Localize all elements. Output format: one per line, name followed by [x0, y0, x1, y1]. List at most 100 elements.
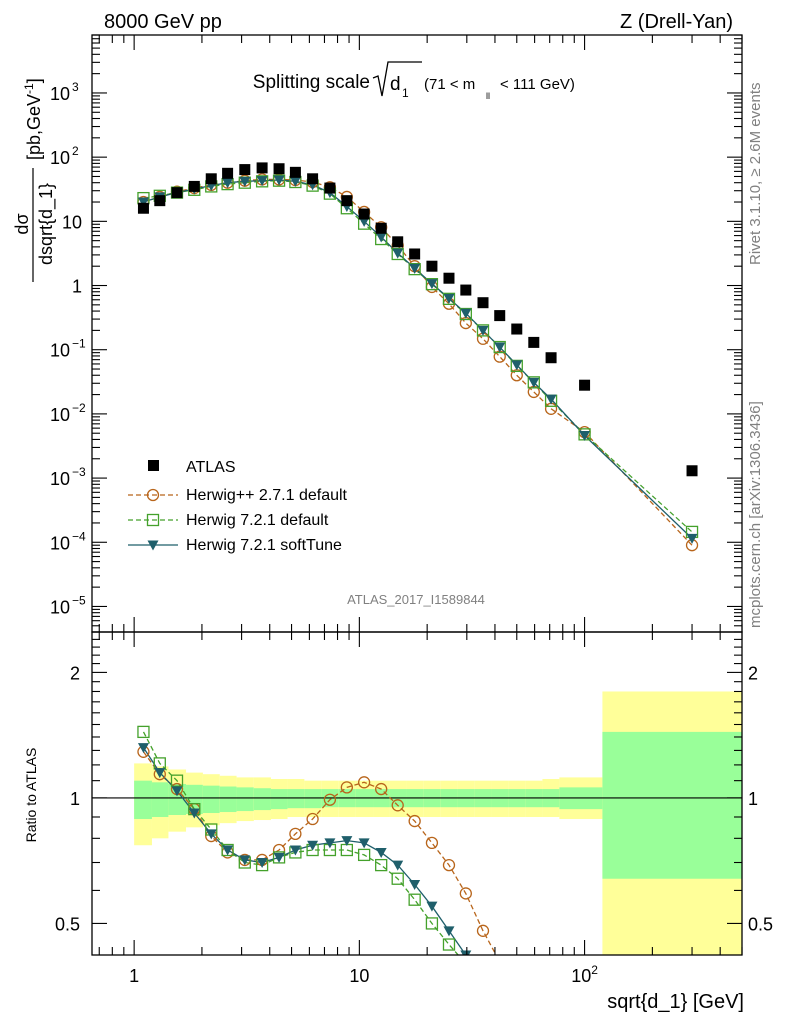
data-point-softtune [443, 926, 455, 937]
data-point-softtune [358, 838, 370, 849]
data-point-atlas [171, 187, 183, 199]
data-point-herwigpp [494, 956, 505, 967]
data-point-atlas [324, 182, 336, 194]
x-tick-label: 1 [129, 966, 139, 986]
legend-marker-herwig721 [146, 513, 160, 527]
process-label: Z (Drell-Yan) [620, 11, 733, 33]
data-point-softtune [477, 325, 489, 336]
ylabel-den: dsqrt{d_1} [36, 183, 57, 265]
y-tick-label-main: 10 [50, 148, 70, 168]
data-point-herwig721 [375, 858, 388, 872]
data-point-softtune [256, 858, 268, 869]
data-point-atlas [341, 195, 353, 207]
data-point-atlas [443, 272, 455, 284]
data-point-atlas [460, 284, 472, 296]
y-tick-label-ratio-left: 1 [70, 789, 80, 809]
legend-label-herwigpp: Herwig++ 2.7.1 default [186, 487, 348, 504]
main-panel-series [137, 162, 699, 552]
data-point-softtune [289, 176, 301, 187]
rivet-version: Rivet 3.1.10, ≥ 2.6M events [747, 83, 764, 266]
data-point-atlas [188, 180, 200, 192]
y-tick-label-ratio-right: 0.5 [748, 914, 773, 934]
x-tick-label-exponent: 2 [591, 963, 598, 977]
data-point-herwig721 [272, 174, 286, 187]
data-point-softtune [273, 852, 285, 863]
data-point-softtune [426, 279, 438, 290]
data-point-softtune [460, 308, 472, 319]
y-axis-label-main: dσ dsqrt{d_1} [pb,GeV-1] [12, 78, 57, 282]
title-range-sub: ll [486, 91, 490, 101]
data-point-herwigpp [289, 827, 302, 841]
inner-band-bin [270, 789, 288, 810]
data-point-softtune [324, 838, 336, 849]
ratio-panel-series [137, 725, 505, 967]
title-range-right: < 111 GeV) [500, 76, 575, 93]
legend-label-softtune: Herwig 7.2.1 softTune [186, 537, 342, 554]
data-point-herwig721 [459, 307, 472, 321]
data-point-softtune [239, 855, 251, 866]
data-point-atlas [426, 260, 438, 272]
data-point-herwigpp [425, 836, 439, 850]
ylabel-unit: [pb,GeV-1] [22, 78, 44, 160]
data-point-softtune [409, 879, 421, 890]
x-axis-label: sqrt{d_1} [GeV] [607, 991, 744, 1013]
legend-label-atlas: ATLAS [186, 459, 236, 476]
data-point-softtune [579, 431, 591, 442]
data-point-softtune [392, 860, 404, 871]
data-point-softtune [443, 293, 455, 304]
data-point-softtune [239, 176, 251, 187]
y-tick-label-main: 10 [50, 469, 70, 489]
data-point-herwigpp [357, 776, 371, 789]
data-point-softtune [222, 845, 234, 856]
series-line-h721 [143, 180, 693, 533]
legend-item-softtune: Herwig 7.2.1 softTune [128, 537, 342, 554]
data-point-herwig721 [510, 359, 523, 373]
y-tick-label-main: 10 [62, 212, 82, 232]
inner-band-bin [134, 780, 152, 820]
data-point-atlas [222, 167, 234, 179]
legend-marker-atlas [148, 460, 159, 471]
data-point-softtune [392, 248, 404, 259]
y-tick-label-main: 10 [50, 405, 70, 425]
data-point-softtune [341, 836, 353, 847]
ylabel-num: dσ [12, 213, 32, 234]
y-tick-label-main: 10 [50, 533, 70, 553]
legend-item-herwigpp: Herwig++ 2.7.1 default [128, 487, 348, 504]
x-tick-label: 102 [571, 963, 598, 986]
data-point-herwig721 [408, 893, 421, 906]
legend-label-herwig721: Herwig 7.2.1 default [186, 512, 329, 529]
inner-band-bin [304, 789, 322, 809]
data-point-atlas [511, 323, 523, 335]
data-point-softtune [273, 175, 285, 186]
legend-marker-herwigpp [146, 488, 160, 502]
inner-band-bin [219, 786, 237, 813]
data-point-herwigpp [323, 793, 337, 806]
title-main: Splitting scale [253, 72, 370, 93]
data-point-herwig721 [442, 938, 456, 951]
data-point-herwig721 [391, 247, 404, 261]
y-tick-label-ratio-left: 0.5 [55, 914, 80, 934]
data-point-atlas [375, 222, 387, 234]
data-point-softtune [528, 377, 540, 388]
data-point-atlas [205, 173, 217, 185]
inner-band-bin [151, 782, 169, 817]
data-point-atlas [307, 173, 319, 185]
data-point-atlas [358, 208, 370, 220]
data-point-herwigpp [476, 924, 490, 937]
y-tick-label-main-exponent: −3 [72, 465, 86, 479]
y-tick-label-main: 10 [50, 84, 70, 104]
y-tick-label-main-exponent: −1 [72, 337, 86, 351]
title-sqrt-var: d [390, 74, 401, 95]
y-axis-label-ratio: Ratio to ATLAS [23, 748, 39, 843]
data-point-herwigpp [442, 858, 456, 872]
data-point-atlas [477, 297, 489, 309]
data-point-atlas [686, 465, 698, 477]
data-point-herwig721 [357, 848, 371, 862]
data-point-softtune [205, 829, 217, 840]
data-point-atlas [137, 202, 149, 214]
y-tick-label-main: 10 [50, 597, 70, 617]
data-point-atlas [494, 310, 506, 322]
data-point-herwig721 [391, 872, 404, 885]
data-point-atlas [392, 236, 404, 248]
y-tick-label-main: 1 [72, 277, 82, 297]
